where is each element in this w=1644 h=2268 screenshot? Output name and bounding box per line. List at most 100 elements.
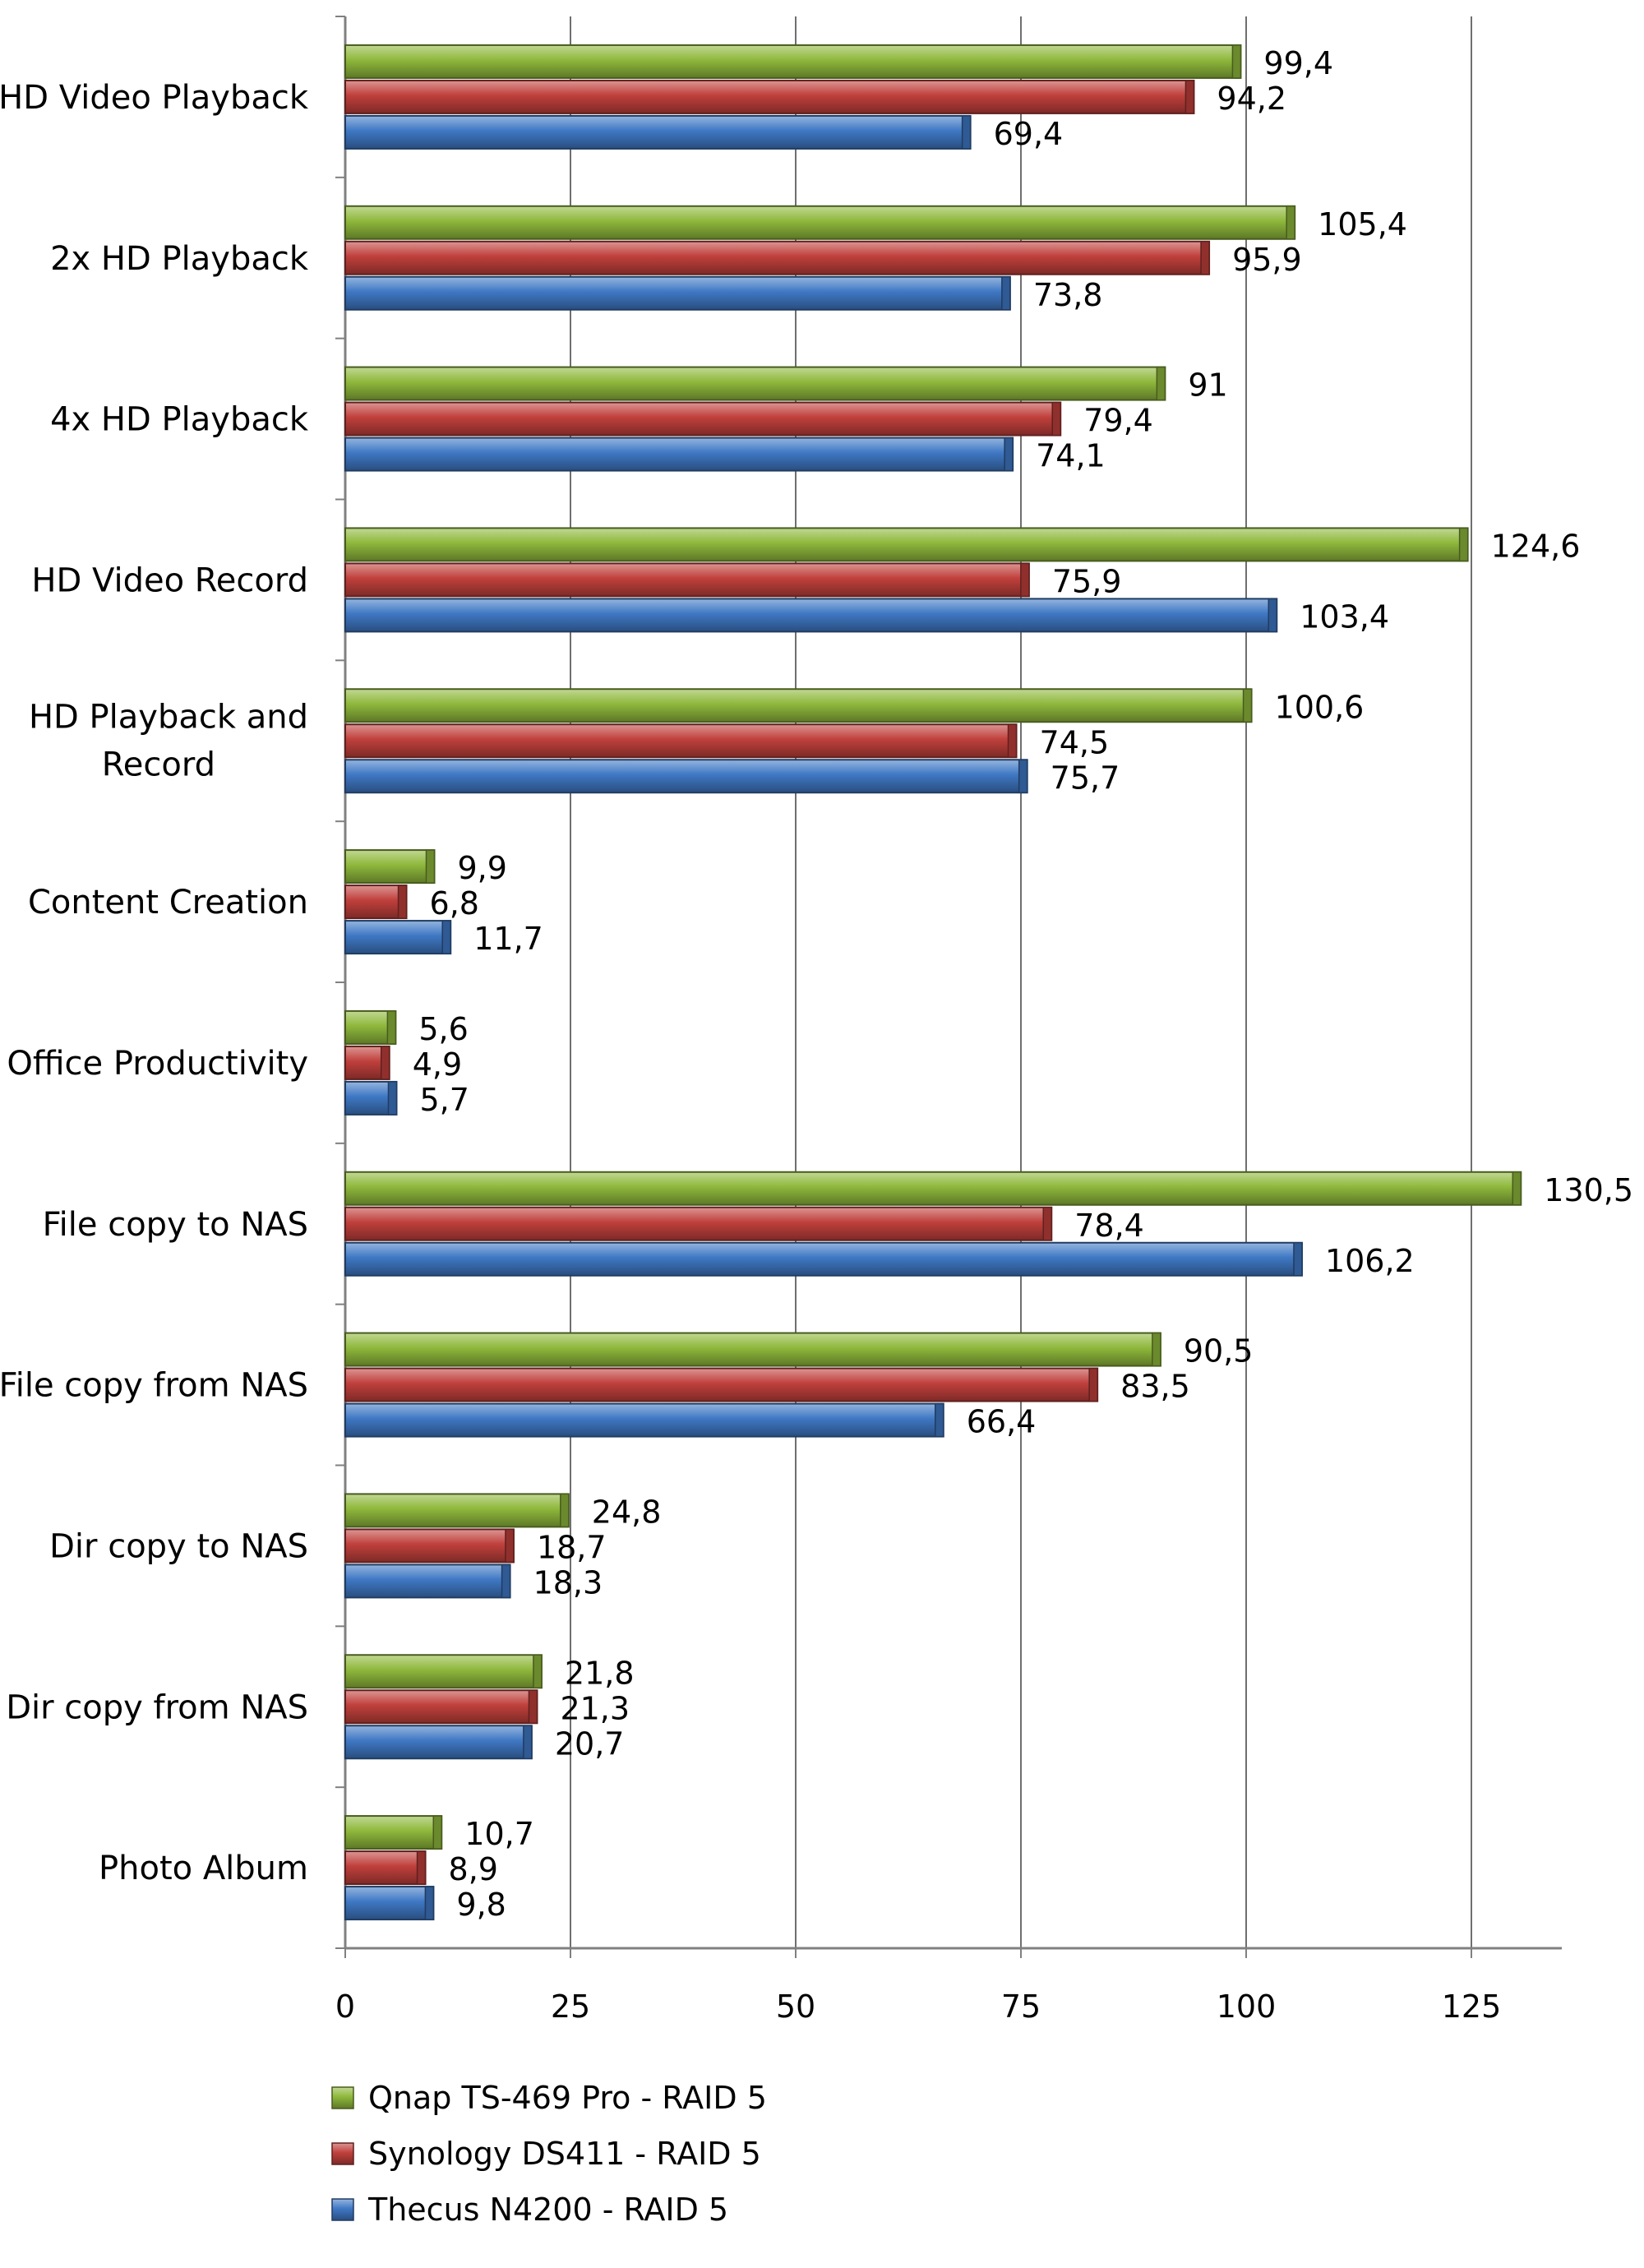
bar-end-cap — [424, 1886, 435, 1920]
category-label: File copy from NAS — [0, 1367, 308, 1405]
data-label: 106,2 — [1325, 1243, 1415, 1279]
bar-end-cap — [1051, 401, 1061, 437]
bar-end-cap — [501, 1564, 511, 1599]
category-label: Dir copy to NAS — [49, 1527, 308, 1565]
bar-end-cap — [1042, 1207, 1053, 1241]
bar-end-cap — [432, 1815, 443, 1850]
bar-end-cap — [1152, 1332, 1161, 1367]
bar-end-cap — [1001, 276, 1011, 311]
data-label: 103,4 — [1300, 598, 1389, 635]
bar — [344, 240, 1211, 275]
bar — [344, 527, 1469, 562]
bar-body — [344, 1528, 515, 1564]
bar-end-cap — [1512, 1171, 1522, 1206]
bar — [344, 1045, 390, 1080]
data-label: 66,4 — [967, 1404, 1037, 1440]
bar-end-cap — [416, 1850, 427, 1885]
data-label: 6,8 — [430, 885, 479, 922]
bar-end-cap — [961, 115, 972, 150]
bar-end-cap — [560, 1493, 570, 1528]
data-label: 18,3 — [533, 1564, 603, 1601]
bar — [344, 1009, 397, 1045]
x-tick-label: 100 — [1217, 1989, 1277, 2025]
bar-body — [344, 688, 1253, 723]
bar-end-cap — [533, 1654, 543, 1688]
data-label: 79,4 — [1083, 403, 1153, 439]
bar — [344, 205, 1296, 240]
category-label: Content Creation — [28, 884, 308, 922]
bar — [344, 723, 1018, 759]
bar-body — [344, 723, 1018, 759]
bar — [344, 1689, 538, 1725]
data-labels: 99,494,2 69,4 105,4 95,9 73,8 91 79,474,1 124,6… — [413, 45, 1633, 1923]
bar-end-cap — [1458, 527, 1469, 562]
data-label: 105,4 — [1318, 206, 1407, 243]
data-label: 5,7 — [419, 1082, 469, 1118]
bar-body — [344, 1654, 543, 1689]
bar-end-cap — [441, 920, 451, 954]
bar — [344, 1080, 398, 1116]
bar — [344, 1493, 570, 1528]
legend-item: Qnap TS-469 Pro - RAID 5 — [331, 2080, 767, 2116]
legend-label: Qnap TS-469 Pro - RAID 5 — [368, 2080, 767, 2116]
bar-end-cap — [1231, 44, 1242, 79]
bar-end-cap — [505, 1528, 515, 1564]
category-label: HD Video Record — [31, 561, 308, 599]
bar — [344, 562, 1030, 598]
bar — [344, 885, 408, 920]
bar-end-cap — [397, 885, 408, 919]
data-label: 24,8 — [592, 1494, 662, 1530]
legend-label: Thecus N4200 - RAID 5 — [367, 2192, 728, 2228]
data-label: 8,9 — [449, 1851, 498, 1887]
bar-body — [344, 1886, 435, 1921]
data-label: 69,4 — [994, 116, 1064, 152]
data-label: 83,5 — [1120, 1369, 1190, 1405]
category-label: HD Playback and Record — [29, 698, 308, 783]
bar-body — [344, 401, 1062, 437]
category-label: 2x HD Playback — [50, 240, 309, 278]
bar — [344, 920, 452, 955]
bar — [344, 79, 1195, 114]
x-tick-label: 75 — [1001, 1989, 1041, 2025]
bar — [344, 759, 1028, 794]
bar-end-cap — [1200, 241, 1210, 275]
bar-body — [344, 1850, 427, 1886]
bar-body — [344, 1725, 533, 1760]
data-label: 9,9 — [458, 850, 507, 886]
bar-body — [344, 920, 452, 955]
data-label: 20,7 — [555, 1725, 625, 1762]
bar-body — [344, 1367, 1099, 1402]
bar-end-cap — [523, 1725, 533, 1759]
bar — [344, 1171, 1522, 1206]
bar-end-cap — [1293, 1242, 1303, 1277]
bar-body — [344, 562, 1030, 598]
bar-body — [344, 1815, 443, 1850]
data-label: 74,5 — [1040, 724, 1110, 760]
data-label: 130,5 — [1544, 1172, 1633, 1208]
legend-item: Thecus N4200 - RAID 5 — [331, 2192, 728, 2228]
bar-body — [344, 1564, 511, 1599]
bar — [344, 1528, 515, 1564]
bar — [344, 366, 1166, 401]
bar-body — [344, 437, 1014, 472]
bar-body — [344, 1689, 538, 1725]
bar — [344, 1402, 944, 1438]
x-tick-label: 125 — [1442, 1989, 1502, 2025]
x-tick-label: 25 — [551, 1989, 590, 2025]
legend-swatch — [331, 2198, 354, 2221]
bar-end-cap — [386, 1010, 397, 1045]
bar — [344, 1850, 427, 1886]
legend-swatch — [331, 2142, 354, 2165]
bar-end-cap — [1088, 1367, 1098, 1402]
bar — [344, 1886, 435, 1921]
bar-end-cap — [1156, 366, 1166, 401]
bar — [344, 275, 1011, 311]
gridlines — [570, 16, 1472, 1948]
category-label: Dir copy from NAS — [6, 1688, 308, 1726]
category-label: Office Productivity — [7, 1045, 308, 1083]
x-tick-label: 50 — [776, 1989, 815, 2025]
x-tick-label: 0 — [335, 1989, 355, 2025]
bar — [344, 688, 1253, 723]
bar — [344, 1367, 1099, 1402]
data-label: 75,7 — [1051, 760, 1120, 796]
